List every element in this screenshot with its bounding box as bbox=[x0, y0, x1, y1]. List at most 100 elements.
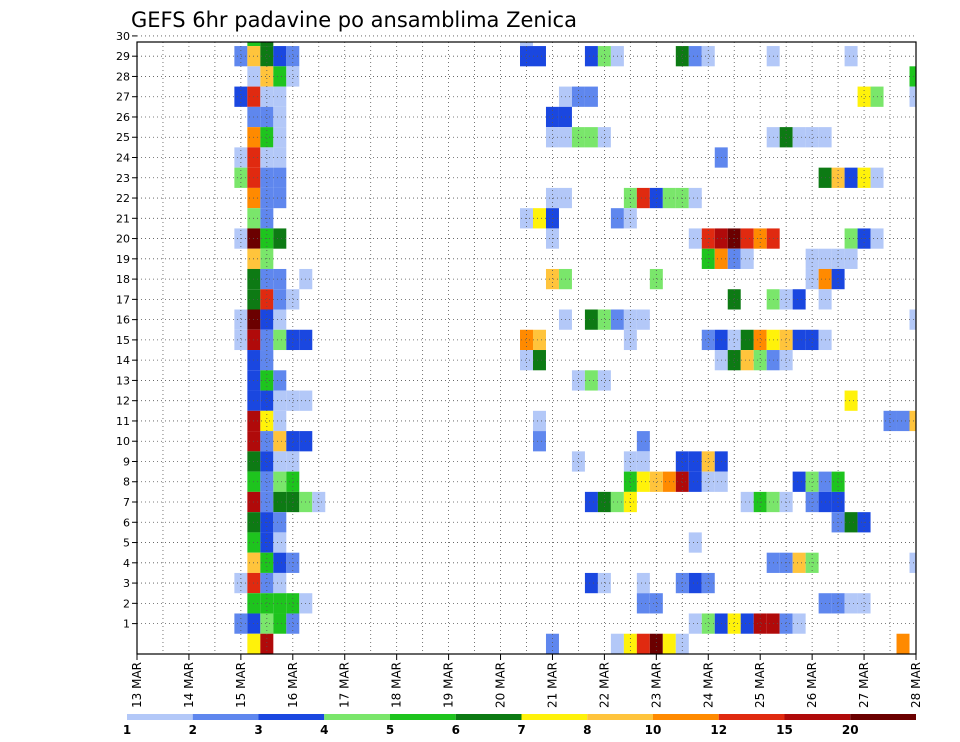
heatmap-cell bbox=[273, 147, 287, 168]
y-tick-label: 15 bbox=[116, 334, 130, 347]
colorbar-label: 7 bbox=[517, 723, 525, 737]
heatmap-cell bbox=[649, 633, 663, 654]
plot-frame bbox=[136, 41, 917, 655]
y-tick-label: 20 bbox=[116, 233, 130, 246]
heatmap-cell bbox=[520, 350, 533, 371]
y-tick-label: 24 bbox=[116, 152, 130, 165]
heatmap-cell bbox=[805, 127, 819, 148]
x-tick-label: 14 MAR bbox=[182, 662, 196, 708]
heatmap-cell bbox=[532, 329, 546, 351]
heatmap-cell bbox=[844, 228, 858, 249]
heatmap-cell bbox=[688, 451, 702, 472]
heatmap-cell bbox=[649, 593, 663, 614]
heatmap-cell bbox=[727, 350, 741, 371]
heatmap-cell bbox=[831, 268, 845, 290]
heatmap-cell bbox=[260, 86, 274, 107]
y-tick-label: 27 bbox=[116, 91, 130, 104]
heatmap-cell bbox=[273, 127, 287, 148]
heatmap-cell bbox=[896, 410, 910, 432]
x-tick-label: 20 MAR bbox=[494, 662, 508, 708]
heatmap-cell bbox=[532, 46, 546, 67]
heatmap-cell bbox=[260, 633, 274, 654]
heatmap-cell bbox=[623, 309, 637, 330]
heatmap-cell bbox=[273, 491, 287, 513]
colorbar-swatch bbox=[587, 714, 653, 720]
heatmap-cell bbox=[727, 613, 741, 634]
heatmap-cell bbox=[701, 451, 715, 472]
heatmap-cell bbox=[636, 572, 650, 594]
y-tick-label: 28 bbox=[116, 70, 130, 83]
heatmap-cell bbox=[273, 572, 287, 594]
heatmap-cell bbox=[740, 491, 754, 513]
heatmap-cell bbox=[909, 410, 916, 432]
heatmap-cell bbox=[234, 167, 248, 188]
heatmap-cell bbox=[857, 593, 871, 614]
y-tick-label: 10 bbox=[116, 435, 130, 448]
colorbar-swatch bbox=[455, 714, 522, 720]
heatmap-cell bbox=[260, 370, 274, 391]
heatmap-cell bbox=[520, 42, 533, 47]
heatmap-cell bbox=[597, 370, 611, 391]
heatmap-cell bbox=[273, 86, 287, 107]
heatmap-cell bbox=[545, 633, 559, 654]
heatmap-cell bbox=[273, 613, 287, 634]
heatmap-cell bbox=[260, 46, 274, 67]
x-tick-label: 24 MAR bbox=[701, 662, 715, 708]
x-tick-label: 19 MAR bbox=[442, 662, 456, 708]
heatmap-cell bbox=[623, 329, 637, 351]
heatmap-cell bbox=[896, 633, 910, 654]
y-tick-label: 6 bbox=[123, 516, 130, 529]
x-tick-label: 28 MAR bbox=[909, 662, 923, 708]
heatmap-cell bbox=[260, 309, 274, 330]
heatmap-cell bbox=[260, 329, 274, 351]
heatmap-cell bbox=[857, 167, 871, 188]
heatmap-cell bbox=[571, 127, 585, 148]
heatmap-cell bbox=[286, 329, 300, 351]
y-tick-label: 2 bbox=[123, 597, 130, 610]
y-tick-label: 5 bbox=[123, 537, 130, 550]
x-tick-label: 15 MAR bbox=[234, 662, 248, 708]
heatmap-cell bbox=[740, 248, 754, 269]
y-tick-label: 8 bbox=[123, 476, 130, 489]
y-tick-label: 7 bbox=[123, 496, 130, 509]
heatmap-cell bbox=[571, 451, 585, 472]
heatmap-cell bbox=[286, 431, 300, 452]
heatmap-cell bbox=[740, 613, 754, 634]
heatmap-cell bbox=[909, 86, 916, 107]
heatmap-cell bbox=[260, 147, 274, 168]
colorbar-label: 3 bbox=[254, 723, 262, 737]
heatmap-cell bbox=[584, 309, 598, 330]
heatmap-cell bbox=[286, 613, 300, 634]
heatmap-cell bbox=[675, 451, 689, 472]
heatmap-cell bbox=[805, 268, 819, 290]
heatmap-cell bbox=[584, 86, 598, 107]
heatmap-cell bbox=[662, 633, 676, 654]
heatmap-cell bbox=[273, 532, 287, 553]
heatmap-cell bbox=[844, 593, 858, 614]
heatmap-cell bbox=[740, 228, 754, 249]
heatmap-cell bbox=[584, 491, 598, 513]
y-tick-label: 16 bbox=[116, 314, 130, 327]
heatmap-cell bbox=[779, 329, 793, 351]
y-tick-label: 25 bbox=[116, 131, 130, 144]
heatmap-cell bbox=[260, 289, 274, 310]
colorbar-label: 6 bbox=[452, 723, 460, 737]
heatmap-cell bbox=[273, 268, 287, 290]
x-tick-label: 13 MAR bbox=[130, 662, 144, 708]
heatmap-cell bbox=[805, 471, 819, 492]
y-tick-label: 30 bbox=[116, 30, 130, 43]
heatmap-cell bbox=[792, 471, 806, 492]
heatmap-cell bbox=[857, 86, 871, 107]
heatmap-cell bbox=[260, 42, 274, 47]
heatmap-cell bbox=[286, 46, 300, 67]
heatmap-cell bbox=[273, 66, 287, 87]
y-tick-label: 26 bbox=[116, 111, 130, 124]
heatmap-cell bbox=[597, 127, 611, 148]
heatmap-cell bbox=[753, 350, 767, 371]
heatmap-cell bbox=[636, 431, 650, 452]
heatmap-cell bbox=[532, 431, 546, 452]
heatmap-cell bbox=[260, 167, 274, 188]
heatmap-cell bbox=[584, 572, 598, 594]
heatmap-cell bbox=[636, 309, 650, 330]
heatmap-cell bbox=[234, 329, 248, 351]
